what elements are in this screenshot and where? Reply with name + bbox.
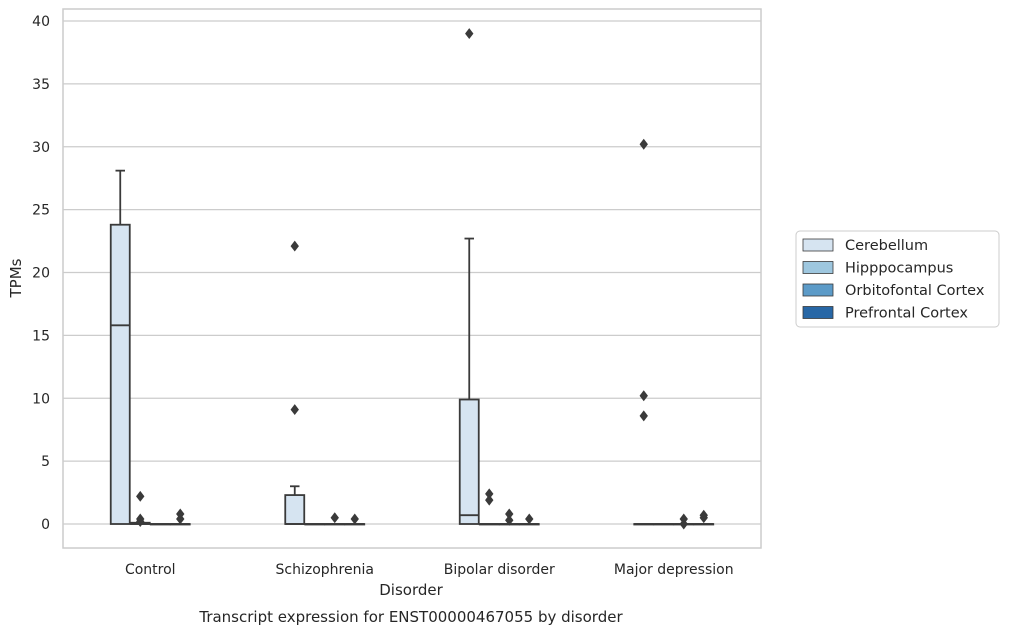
y-tick-label: 25 xyxy=(32,203,50,219)
outlier-point xyxy=(350,513,359,525)
legend-label: Cerebellum xyxy=(845,238,928,254)
y-tick-label: 5 xyxy=(41,454,50,470)
outlier-point xyxy=(136,513,145,525)
y-axis-ticks: 0 5 10 15 20 25 30 35 40 xyxy=(32,14,50,533)
y-tick-label: 0 xyxy=(41,517,50,533)
x-axis-label: Disorder xyxy=(379,581,443,599)
box-series xyxy=(109,28,715,530)
chart-caption: Transcript expression for ENST0000046705… xyxy=(198,608,623,626)
legend-swatch xyxy=(802,261,834,274)
plot-area-frame xyxy=(62,8,762,549)
x-tick-label: Control xyxy=(125,562,176,578)
legend-box xyxy=(795,230,1000,328)
outlier-point xyxy=(699,509,708,521)
y-tick-label: 35 xyxy=(32,77,50,93)
y-tick-label: 40 xyxy=(32,14,50,30)
x-tick-label: Schizophrenia xyxy=(276,562,374,578)
box-cerebellum xyxy=(284,494,306,525)
x-tick-label: Major depression xyxy=(614,562,734,578)
y-tick-label: 10 xyxy=(32,391,50,407)
outlier-point xyxy=(505,508,514,520)
legend-label: Orbitofontal Cortex xyxy=(845,283,985,299)
outlier-point xyxy=(525,513,534,525)
legend-swatch xyxy=(802,238,834,252)
legend-label: Prefrontal Cortex xyxy=(845,306,968,322)
outlier-point xyxy=(330,512,339,524)
outlier-point xyxy=(505,514,514,526)
outlier-point xyxy=(485,494,494,506)
x-tick-label: Bipolar disorder xyxy=(444,562,555,578)
outlier-point xyxy=(485,488,494,500)
outlier-point xyxy=(465,28,474,40)
legend-swatch xyxy=(802,283,834,297)
legend: Cerebellum Hipppocampus Orbitofontal Corte… xyxy=(795,230,1000,328)
legend-swatch xyxy=(802,306,834,319)
outlier-point xyxy=(679,513,688,525)
y-tick-label: 20 xyxy=(32,266,50,282)
box-cerebellum xyxy=(109,223,131,525)
x-axis-ticks: Control Schizophrenia Bipolar disorder Majo… xyxy=(125,562,734,578)
outlier-point xyxy=(290,240,299,252)
outlier-point xyxy=(176,508,185,520)
y-tick-label: 15 xyxy=(32,328,50,344)
outlier-point xyxy=(136,490,145,502)
outlier-point xyxy=(290,404,299,416)
outlier-point xyxy=(639,390,648,402)
outlier-point xyxy=(639,410,648,422)
box-cerebellum xyxy=(458,398,480,525)
outlier-point xyxy=(639,138,648,150)
y-axis-label: TPMs xyxy=(7,258,25,298)
legend-label: Hipppocampus xyxy=(845,261,953,277)
y-tick-label: 30 xyxy=(32,140,50,156)
